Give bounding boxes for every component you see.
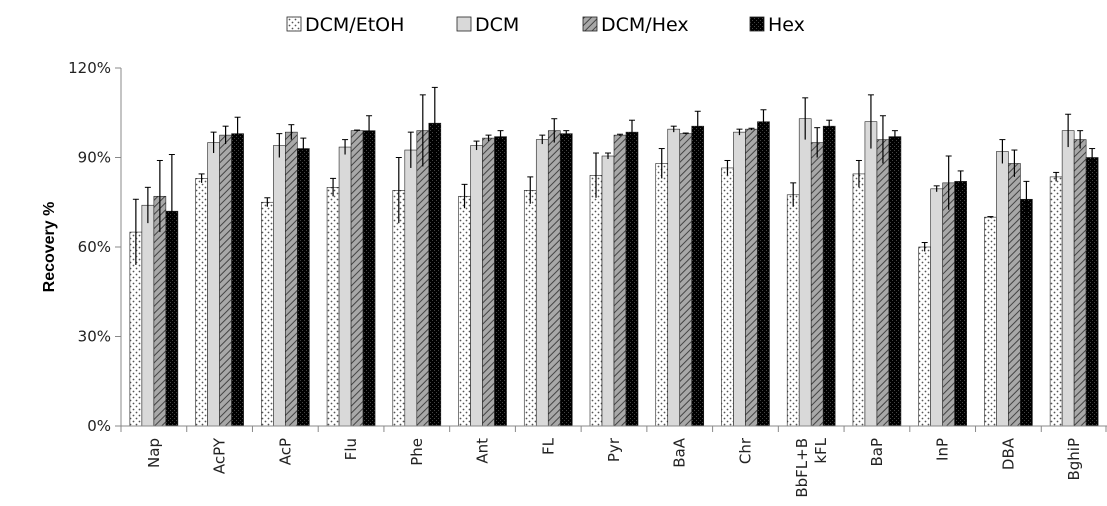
bar-dcm-12 [930,188,943,427]
bar-dcm-hex-13 [1008,163,1021,427]
bar-dcm-8 [667,128,681,427]
legend-swatch-dcm [456,16,472,32]
y-tick-label: 90% [78,149,111,167]
legend-label-dcm-etoh: DCM/EtOH [305,14,404,36]
legend-label-dcm: DCM [475,14,519,36]
bar-dcm-hex-10 [810,142,824,427]
bar-dcm-etoh-9 [721,167,734,427]
bar-dcm-6 [535,139,549,427]
bar-hex-11 [888,136,902,427]
bar-dcm-hex-8 [679,133,693,427]
legend-swatch-hex [749,16,765,32]
legend-swatch-dcm-etoh [286,16,302,32]
x-tick-label: BaP [868,438,886,467]
bar-dcm-hex-4 [416,130,430,427]
bar-hex-13 [1020,198,1033,427]
bar-dcm-hex-2 [285,131,298,427]
x-tick-label: DBA [999,437,1017,470]
x-tick-label: AcPY [211,437,229,474]
bar-hex-8 [691,125,705,427]
bar-dcm-hex-7 [613,134,627,427]
bar-dcm-7 [601,155,615,427]
bar-dcm-hex-9 [745,128,758,427]
bar-dcm-etoh-1 [195,178,208,427]
bar-dcm-etoh-3 [326,187,340,427]
bar-dcm-etoh-10 [786,194,800,427]
bars-group [129,86,1099,427]
bar-dcm-etoh-12 [918,246,931,427]
bar-dcm-3 [338,146,352,427]
bar-dcm-0 [141,204,155,427]
legend-swatch-dcm-hex [582,16,598,32]
legend: DCM/EtOH DCM DCM/Hex Hex [286,14,805,36]
x-tick-label: BaA [671,437,689,467]
x-tick-label: Ant [474,438,492,464]
bar-dcm-5 [470,145,483,427]
bar-dcm-etoh-7 [589,175,603,427]
bar-hex-1 [231,133,244,427]
y-tick-label: 60% [78,238,111,256]
bar-hex-7 [625,131,639,427]
bar-dcm-1 [207,142,220,427]
bar-dcm-etoh-13 [984,216,997,427]
bar-hex-12 [954,181,967,427]
bar-dcm-hex-3 [350,130,364,427]
x-tick-label: Pyr [605,437,623,462]
bar-dcm-hex-6 [547,130,561,427]
bar-dcm-etoh-5 [458,195,471,427]
bar-hex-3 [362,130,376,427]
bar-dcm-etoh-11 [852,173,866,427]
bar-dcm-4 [404,149,418,427]
bar-dcm-hex-14 [1073,139,1087,427]
bar-hex-10 [822,125,836,427]
legend-label-dcm-hex: DCM/Hex [601,14,689,36]
bar-hex-4 [428,122,442,427]
bar-dcm-2 [273,145,286,427]
y-axis: 0% 30% 60% 90% 120% [68,59,122,435]
bar-hex-9 [757,121,770,427]
bar-hex-14 [1085,157,1099,427]
x-tick-label: FL [539,437,557,455]
bar-dcm-10 [798,118,812,427]
bar-dcm-etoh-8 [655,163,669,427]
x-tick-label: InP [934,438,952,461]
legend-label-hex: Hex [768,14,805,36]
bar-dcm-etoh-4 [392,190,406,427]
bar-dcm-etoh-2 [261,201,274,427]
bar-hex-2 [297,148,310,427]
bar-dcm-hex-12 [942,182,955,427]
y-tick-label: 0% [87,417,111,435]
y-tick-label: 30% [78,328,111,346]
x-axis: Nap AcPY AcP Flu Phe Ant FL Pyr BaA Chr BbFL+BkFL B… [120,425,1107,498]
bar-dcm-hex-11 [876,139,890,427]
x-tick-label: BbFL+BkFL [793,437,830,497]
x-tick-label: Phe [408,438,426,466]
bar-dcm-9 [733,131,746,427]
bar-dcm-hex-5 [482,137,495,427]
x-tick-label: Nap [145,438,163,468]
bar-dcm-etoh-6 [523,190,537,427]
x-tick-label: Chr [736,437,754,464]
x-tick-label: BghiP [1065,438,1083,481]
bar-dcm-14 [1061,130,1075,427]
y-axis-title: Recovery % [41,202,58,293]
x-tick-label: Flu [342,438,360,460]
bar-dcm-etoh-14 [1049,176,1063,427]
bar-hex-6 [559,133,573,427]
bar-dcm-11 [864,121,878,427]
y-tick-label: 120% [68,59,111,77]
x-tick-label: AcP [276,438,294,465]
bar-dcm-13 [996,151,1009,427]
bar-hex-5 [494,136,507,427]
bar-dcm-hex-1 [219,134,232,427]
